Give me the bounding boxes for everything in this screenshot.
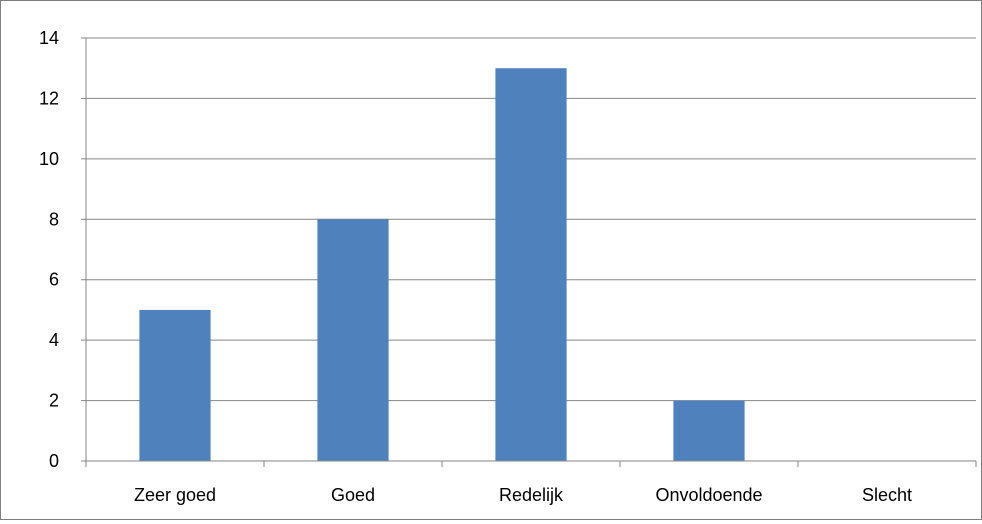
x-tick-label: Redelijk — [499, 485, 564, 505]
y-tick-label: 6 — [49, 270, 59, 290]
bar-onvoldoende — [673, 400, 745, 461]
axes — [81, 37, 977, 467]
y-tick-label: 0 — [49, 451, 59, 471]
bar-zeer-goed — [139, 309, 211, 461]
y-tick-label: 2 — [49, 391, 59, 411]
x-tick-label: Slecht — [862, 485, 912, 505]
bars — [139, 68, 745, 461]
x-tick-label: Goed — [331, 485, 375, 505]
bar-goed — [317, 219, 389, 461]
y-tick-label: 4 — [49, 330, 59, 350]
x-tick-label: Onvoldoende — [655, 485, 762, 505]
y-tick-label: 10 — [39, 149, 59, 169]
y-tick-label: 8 — [49, 209, 59, 229]
bar-redelijk — [495, 68, 567, 461]
tick-labels: 0 2 4 6 8 10 12 14 Zeer goed Goed Redelijk Onvoldoe… — [39, 28, 912, 505]
y-tick-label: 14 — [39, 28, 59, 48]
y-tick-label: 12 — [39, 88, 59, 108]
x-tick-label: Zeer goed — [134, 485, 216, 505]
